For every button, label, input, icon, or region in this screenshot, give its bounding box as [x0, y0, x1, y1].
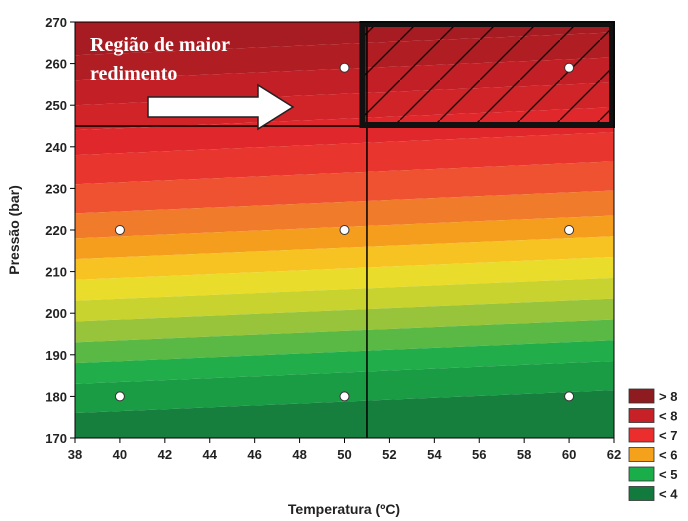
- y-tick-label: 240: [45, 140, 67, 155]
- annotation: Região de maior redimento: [90, 34, 295, 131]
- x-tick-label: 54: [427, 447, 442, 462]
- x-tick-label: 40: [113, 447, 127, 462]
- contour-band: [75, 390, 614, 438]
- contour-band: [75, 236, 614, 280]
- x-tick-label: 56: [472, 447, 486, 462]
- x-tick-label: 50: [337, 447, 351, 462]
- legend-swatch: [628, 486, 655, 501]
- contour-band: [75, 298, 614, 343]
- design-point: [114, 391, 125, 402]
- contour-band: [75, 257, 614, 301]
- legend-swatch: [628, 408, 655, 423]
- y-tick-label: 230: [45, 181, 67, 196]
- contour-band: [75, 190, 614, 239]
- y-tick-label: 170: [45, 431, 67, 446]
- design-point: [564, 391, 575, 402]
- y-tick-label: 220: [45, 223, 67, 238]
- y-axis-ticks: 170 180 190 200 210 220 230 240 250 260 270: [45, 15, 75, 446]
- contour-band: [75, 215, 614, 260]
- legend-label: < 4: [659, 487, 678, 502]
- y-tick-label: 260: [45, 57, 67, 72]
- legend-label: < 7: [659, 428, 677, 443]
- design-point: [339, 391, 350, 402]
- annotation-text-line2: redimento: [90, 63, 177, 85]
- legend-swatch: [628, 388, 655, 404]
- contour-bands: [75, 22, 614, 438]
- x-tick-label: 52: [382, 447, 396, 462]
- design-point: [339, 225, 350, 235]
- y-tick-label: 250: [45, 98, 67, 113]
- contour-band: [75, 319, 614, 364]
- x-tick-label: 48: [292, 447, 306, 462]
- design-point: [564, 225, 575, 235]
- y-tick-label: 270: [45, 15, 67, 30]
- contour-band: [75, 361, 614, 414]
- legend-swatch: [628, 427, 655, 443]
- annotation-text-line1: Região de maior: [90, 34, 230, 56]
- x-tick-label: 44: [203, 447, 218, 462]
- contour-band: [75, 132, 614, 185]
- contour-band: [75, 340, 614, 384]
- y-tick-label: 190: [45, 348, 67, 363]
- legend-label: < 5: [659, 467, 677, 482]
- legend-swatch: [628, 466, 655, 482]
- y-axis-title: Pressão (bar): [6, 185, 22, 274]
- x-tick-label: 46: [247, 447, 261, 462]
- design-point: [339, 62, 350, 73]
- x-tick-label: 62: [607, 447, 621, 462]
- legend-label: < 8: [659, 409, 677, 424]
- highlight-border: [359, 21, 616, 128]
- x-tick-label: 38: [68, 447, 82, 462]
- legend-label: > 8: [659, 389, 677, 404]
- arrow-icon: [147, 83, 295, 131]
- design-point: [564, 62, 575, 73]
- x-tick-label: 58: [517, 447, 531, 462]
- x-axis-ticks: 38 40 42 44 46 48 50 52 54 56 58 60 62: [68, 438, 621, 462]
- highlight-hatch: [362, 24, 612, 125]
- highlight-region: [359, 21, 616, 128]
- design-point: [114, 225, 125, 235]
- y-tick-label: 200: [45, 306, 67, 321]
- y-tick-label: 180: [45, 389, 67, 404]
- legend: > 8 < 8 < 7 < 6 < 5 < 4: [628, 388, 678, 502]
- legend-label: < 6: [659, 448, 677, 463]
- contour-band: [75, 277, 614, 322]
- design-points: [114, 62, 575, 402]
- x-tick-label: 60: [562, 447, 576, 462]
- x-tick-label: 42: [158, 447, 172, 462]
- contour-band: [75, 161, 614, 214]
- y-tick-label: 210: [45, 265, 67, 280]
- legend-swatch: [628, 447, 655, 462]
- x-axis-title: Temperatura (ºC): [288, 501, 400, 517]
